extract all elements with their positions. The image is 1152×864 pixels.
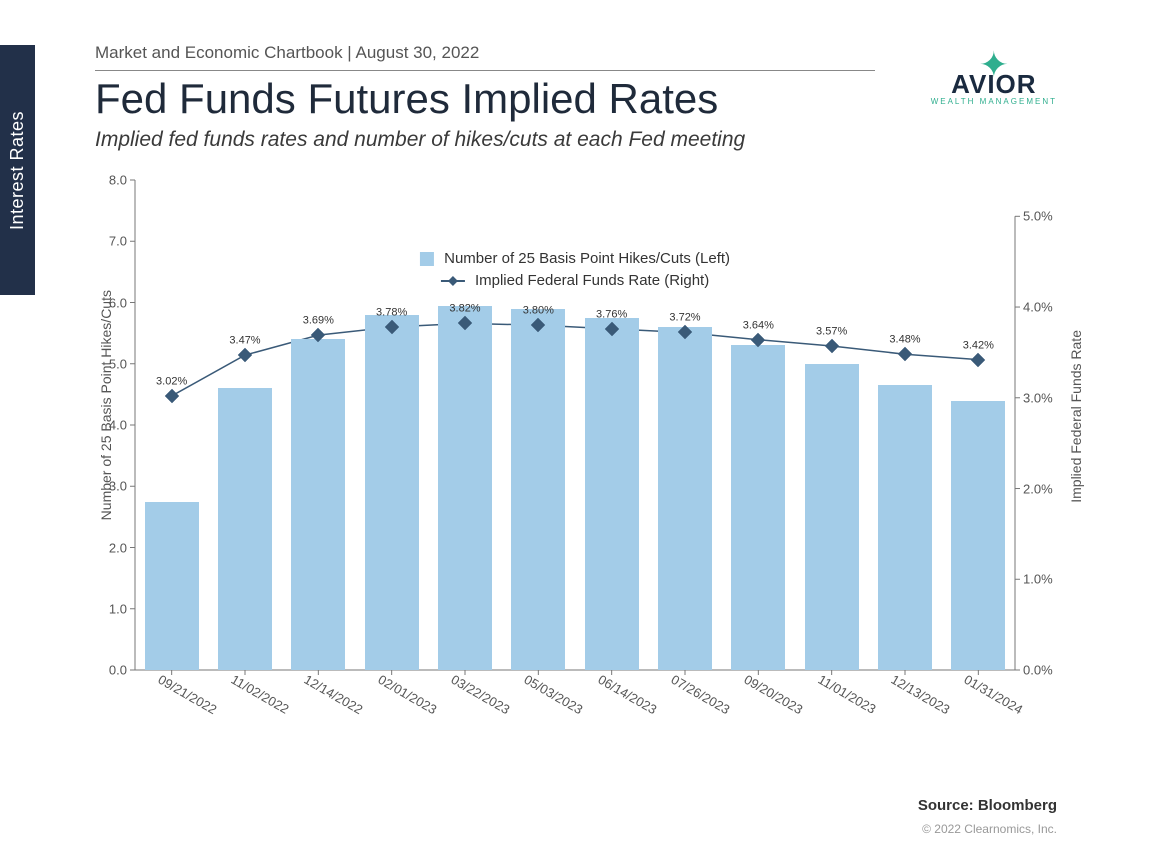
chartbook-header: Market and Economic Chartbook | August 3…: [95, 43, 479, 63]
y-left-tick: 4.0: [109, 418, 135, 433]
bar: [365, 315, 419, 670]
x-tick: 12/13/2023: [889, 672, 953, 718]
y-left-tick: 3.0: [109, 479, 135, 494]
y-left-tick: 8.0: [109, 173, 135, 188]
y-left-tick: 1.0: [109, 601, 135, 616]
x-tick: 01/31/2024: [962, 672, 1026, 718]
bar: [585, 318, 639, 670]
line-value-label: 3.64%: [743, 319, 774, 331]
line-value-label: 3.57%: [816, 326, 847, 338]
y-right-tick: 4.0%: [1015, 300, 1053, 315]
bar: [511, 309, 565, 670]
page-title: Fed Funds Futures Implied Rates: [95, 75, 718, 123]
x-tick: 12/14/2022: [302, 672, 366, 718]
x-tick: 09/20/2023: [742, 672, 806, 718]
line-value-label: 3.80%: [523, 305, 554, 317]
y-left-tick: 0.0: [109, 663, 135, 678]
x-tick: 06/14/2023: [595, 672, 659, 718]
y-left-tick: 7.0: [109, 234, 135, 249]
brand-logo: ✦ AVIOR WEALTH MANAGEMENT: [931, 55, 1057, 106]
line-value-label: 3.47%: [229, 335, 260, 347]
chart-legend: Number of 25 Basis Point Hikes/Cuts (Lef…: [420, 248, 730, 292]
legend-line: Implied Federal Funds Rate (Right): [420, 270, 730, 292]
bar: [658, 327, 712, 670]
category-tab: Interest Rates: [0, 45, 35, 295]
line-value-label: 3.02%: [156, 376, 187, 388]
legend-line-label: Implied Federal Funds Rate (Right): [475, 272, 709, 289]
x-tick: 07/26/2023: [669, 672, 733, 718]
source-text: Source: Bloomberg: [918, 797, 1057, 814]
brand-name: AVIOR: [931, 69, 1057, 100]
y-right-tick: 2.0%: [1015, 481, 1053, 496]
x-tick: 05/03/2023: [522, 672, 586, 718]
x-tick: 11/01/2023: [815, 672, 878, 717]
y-left-tick: 2.0: [109, 540, 135, 555]
line-value-label: 3.82%: [449, 303, 480, 315]
y-left-tick: 6.0: [109, 295, 135, 310]
line-value-label: 3.78%: [376, 307, 407, 319]
brand-subtitle: WEALTH MANAGEMENT: [931, 97, 1057, 106]
y-right-tick: 3.0%: [1015, 390, 1053, 405]
bar: [805, 364, 859, 670]
page-subtitle: Implied fed funds rates and number of hi…: [95, 128, 745, 152]
bar: [951, 401, 1005, 671]
legend-bars: Number of 25 Basis Point Hikes/Cuts (Lef…: [420, 248, 730, 270]
x-tick: 03/22/2023: [449, 672, 513, 718]
legend-line-swatch: [441, 280, 465, 282]
line-value-label: 3.42%: [963, 339, 994, 351]
y-left-tick: 5.0: [109, 356, 135, 371]
bar: [878, 385, 932, 670]
line-value-label: 3.48%: [889, 334, 920, 346]
y-right-tick: 1.0%: [1015, 572, 1053, 587]
x-tick: 02/01/2023: [375, 672, 439, 718]
y-right-tick: 5.0%: [1015, 209, 1053, 224]
copyright-text: © 2022 Clearnomics, Inc.: [922, 822, 1057, 836]
y-right-axis-label: Implied Federal Funds Rate: [1068, 330, 1084, 503]
header-rule: [95, 70, 875, 71]
x-tick: 11/02/2022: [229, 672, 292, 717]
bar: [438, 306, 492, 670]
line-value-label: 3.76%: [596, 308, 627, 320]
x-tick: 09/21/2022: [155, 672, 219, 718]
line-value-label: 3.69%: [303, 315, 334, 327]
line-value-label: 3.72%: [669, 312, 700, 324]
y-right-tick: 0.0%: [1015, 663, 1053, 678]
bar: [218, 388, 272, 670]
legend-bar-swatch: [420, 252, 434, 266]
bar: [145, 502, 199, 670]
bar: [291, 339, 345, 670]
legend-bars-label: Number of 25 Basis Point Hikes/Cuts (Lef…: [444, 250, 730, 267]
chart-plot-area: Number of 25 Basis Point Hikes/Cuts (Lef…: [135, 180, 1015, 670]
bar: [731, 345, 785, 670]
